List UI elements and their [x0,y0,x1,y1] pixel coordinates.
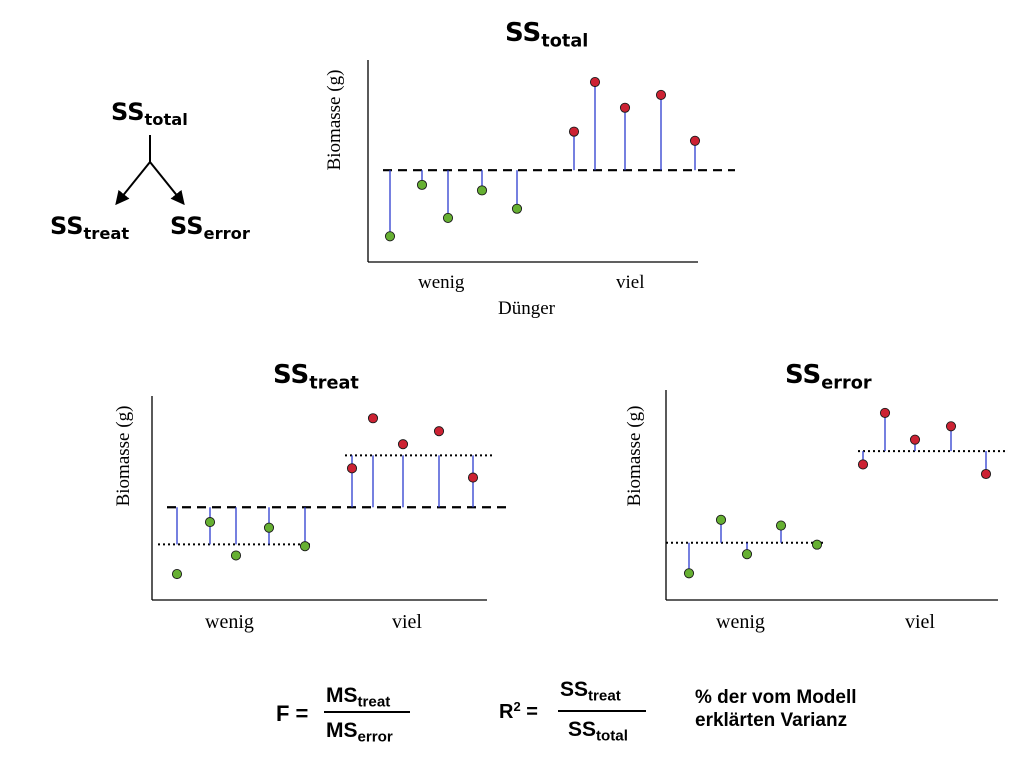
chart-total-xlabel: Dünger [498,298,555,319]
chart-treat-point-viel-2 [367,413,379,424]
chart-error-point-wenig-3 [741,549,753,560]
chart-treat-point-wenig-3 [230,550,242,561]
chart-total-point-viel-2 [589,76,601,88]
chart-error-point-viel-3 [909,434,921,445]
chart-error-xtick-viel: viel [905,611,935,633]
chart-treat-point-wenig-2 [204,517,216,528]
chart-error-point-viel-2 [879,407,891,418]
f-formula-denominator: MSerror [326,719,393,746]
chart-total-xtick-wenig: wenig [418,272,465,293]
chart-treat-xtick-wenig: wenig [205,611,254,633]
chart-treat-point-viel-3 [397,439,409,450]
chart-total-point-wenig-1 [384,231,396,242]
chart-total-point-viel-3 [619,102,631,113]
chart-total-point-wenig-5 [511,203,523,214]
chart-total-point-viel-5 [689,135,701,146]
chart-treat-title: SStreat [273,360,359,394]
chart-error-point-viel-4 [945,421,957,432]
chart-error-title: SSerror [785,360,872,394]
chart-total-title: SStotal [505,18,589,52]
f-fraction-bar [324,711,410,713]
tree-right-arrow [149,161,185,206]
r2-formula-denominator: SStotal [568,718,628,745]
chart-treat-point-viel-4 [433,426,445,437]
f-formula-numerator: MStreat [326,684,391,711]
chart-treat-point-wenig-5 [299,541,311,552]
chart-total-point-wenig-3 [442,212,454,223]
chart-total-point-viel-4 [655,89,667,100]
chart-error-point-wenig-1 [683,568,695,579]
chart-error-point-wenig-2 [715,514,727,525]
chart-error-point-wenig-4 [775,520,787,531]
chart-total-point-viel-1 [568,126,580,137]
chart-total-xtick-viel: viel [616,272,645,293]
variance-note-line2: erklärten Varianz [695,710,848,731]
f-formula-lhs: F = [276,701,309,726]
chart-total-point-wenig-4 [476,185,488,196]
variance-note: % der vom Modell erklärten Varianz [695,686,857,732]
r2-fraction-bar [558,710,646,712]
chart-error-point-viel-5 [980,468,992,480]
chart-error-point-wenig-5 [811,539,823,550]
tree-root-label: SStotal [111,98,188,130]
chart-treat-point-wenig-1 [171,568,183,580]
variance-note-line1: % der vom Modell [695,687,857,708]
chart-treat-xtick-viel: viel [392,611,422,633]
chart-treat-point-wenig-4 [263,522,275,533]
chart-treat-point-viel-5 [467,472,479,483]
r2-formula-lhs: R2 = [499,698,538,723]
tree-right-label: SSerror [170,212,250,244]
chart-error-point-viel-1 [857,459,869,470]
tree-left-arrow [115,161,151,206]
chart-total-point-wenig-2 [416,179,428,190]
r2-formula-numerator: SStreat [560,678,621,705]
tree-left-label: SStreat [50,212,130,244]
chart-treat-point-viel-1 [346,463,358,474]
chart-error-xtick-wenig: wenig [716,611,765,633]
